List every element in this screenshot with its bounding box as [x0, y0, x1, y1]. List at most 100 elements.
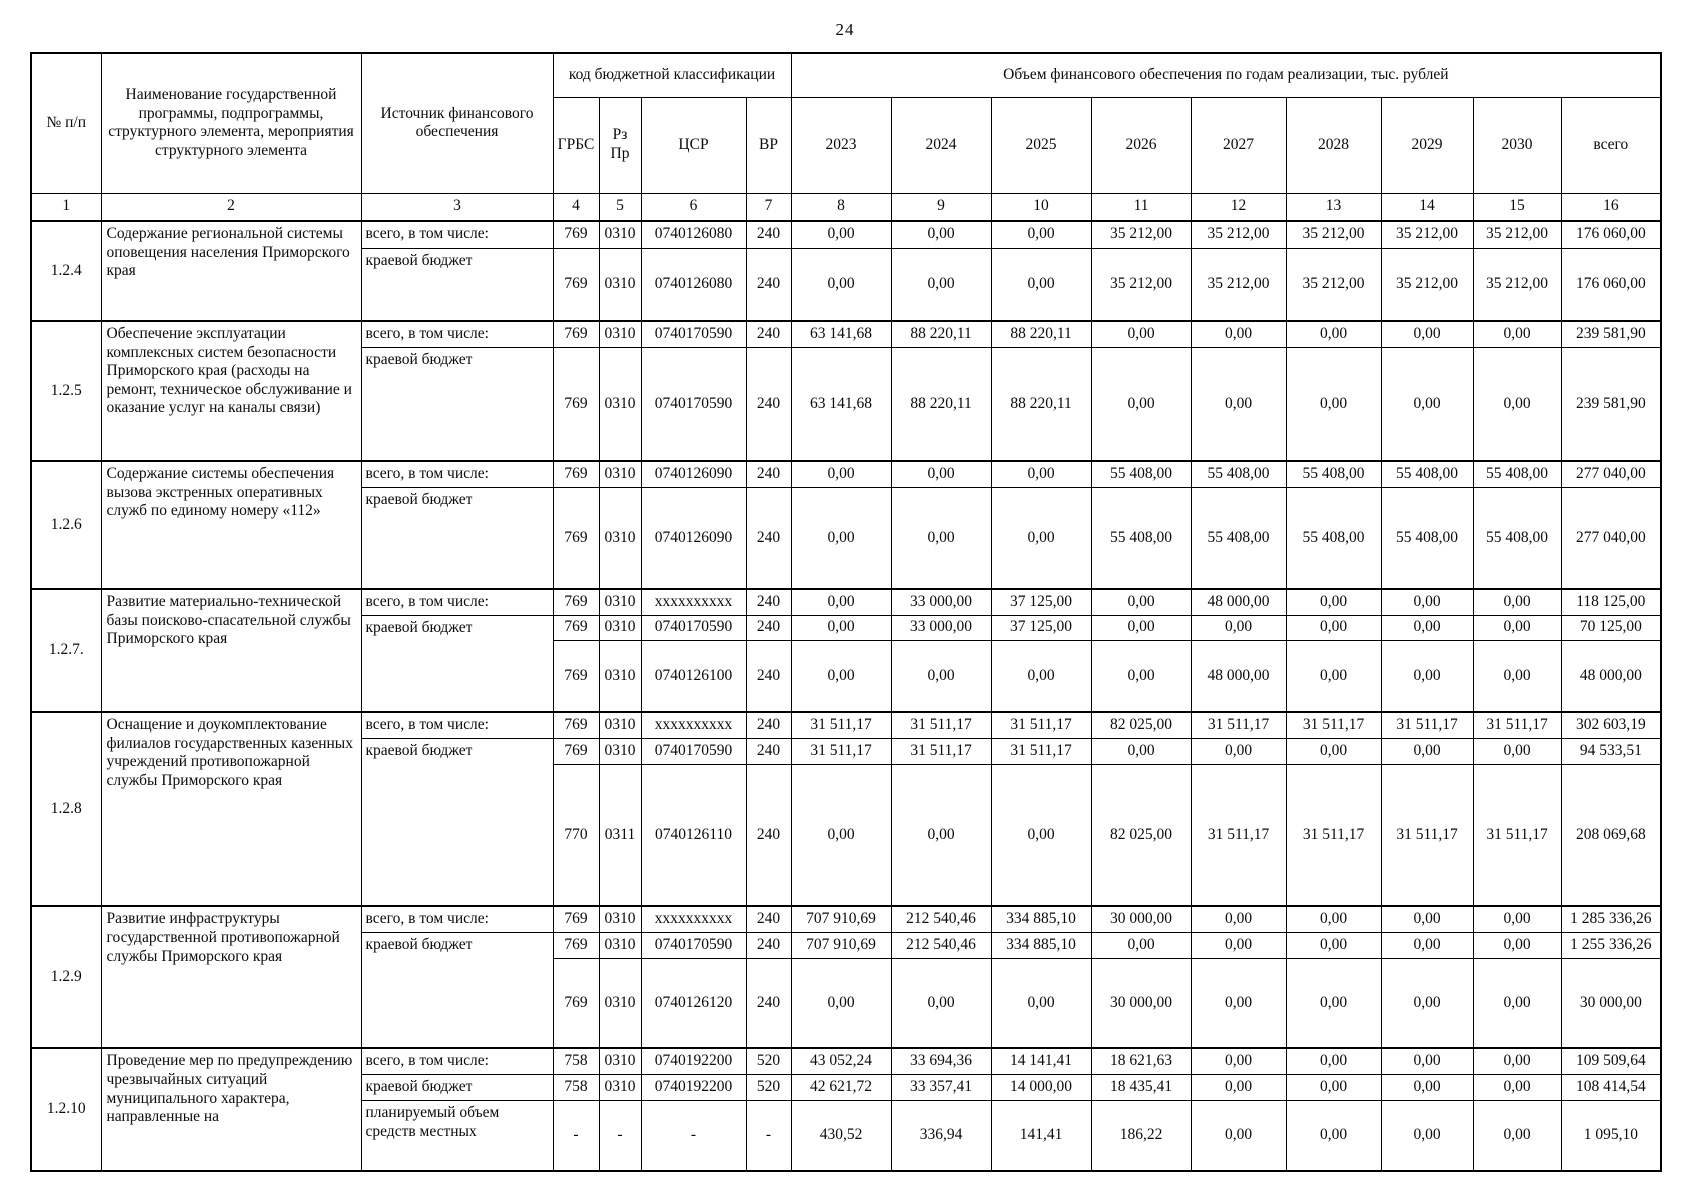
value-2026-cell: 186,22 [1090, 1100, 1192, 1172]
value-2027-cell: 48 000,00 [1190, 639, 1287, 713]
funding-source-cell: всего, в том числе: [360, 711, 554, 739]
grbs-cell: 770 [552, 763, 600, 907]
csr-cell: 0740126090 [640, 460, 747, 488]
value-2029-cell: 0,00 [1380, 905, 1474, 933]
rzpr-cell: 0310 [598, 639, 642, 713]
value-2026-cell: 18 621,63 [1090, 1047, 1192, 1076]
value-2028-cell: 0,00 [1285, 1047, 1382, 1076]
value-2025-cell: 37 125,00 [990, 614, 1092, 641]
header-row-number: № п/п [30, 52, 102, 194]
value-2024-cell: 88 220,11 [890, 346, 992, 462]
value-2028-cell: 0,00 [1285, 957, 1382, 1049]
value-2023-cell: 707 910,69 [790, 905, 892, 933]
value-2030-cell: 55 408,00 [1472, 460, 1562, 488]
value-2029-cell: 0,00 [1380, 639, 1474, 713]
value-2024-cell: 0,00 [890, 220, 992, 249]
value-2023-cell: 42 621,72 [790, 1074, 892, 1102]
value-2029-cell: 0,00 [1380, 1047, 1474, 1076]
column-index-cell: 10 [990, 192, 1092, 222]
table-row: краевой бюджет 769 0310 0740170590 240 63 141… [31, 346, 1662, 462]
value-2030-cell: 0,00 [1472, 346, 1562, 462]
header-year-2028: 2028 [1285, 96, 1382, 194]
header-vr: ВР [745, 96, 792, 194]
header-year-2030: 2030 [1472, 96, 1562, 194]
value-total-cell: 70 125,00 [1560, 614, 1662, 641]
table-row: 769 0310 0740126120 240 0,00 0,00 0,00 30 000,0… [31, 957, 1662, 1049]
value-2028-cell: 31 511,17 [1285, 711, 1382, 739]
value-2028-cell: 0,00 [1285, 346, 1382, 462]
row-number-cell: 1.2.9 [30, 905, 102, 1049]
value-2028-cell: 0,00 [1285, 931, 1382, 959]
header-grbs: ГРБС [552, 96, 600, 194]
csr-cell: 0740170590 [640, 931, 747, 959]
funding-source-cell: всего, в том числе: [360, 1047, 554, 1076]
table-row: краевой бюджет 769 0310 0740170590 240 31 511… [31, 737, 1662, 907]
value-2024-cell: 88 220,11 [890, 319, 992, 348]
value-2025-cell: 37 125,00 [990, 588, 1092, 616]
value-2030-cell: 0,00 [1472, 931, 1562, 959]
value-total-cell: 118 125,00 [1560, 588, 1662, 616]
grbs-cell: 769 [552, 588, 600, 616]
value-2030-cell: 0,00 [1472, 639, 1562, 713]
value-2026-cell: 0,00 [1090, 588, 1192, 616]
column-index-row: 1 2 3 4 5 6 7 8 9 10 11 12 13 14 15 16 [30, 192, 1662, 222]
grbs-cell: 758 [552, 1047, 600, 1076]
value-2027-cell: 0,00 [1190, 905, 1287, 933]
funding-source-cell: всего, в том числе: [360, 588, 554, 616]
funding-source-cell: краевой бюджет [360, 486, 554, 590]
value-2028-cell: 0,00 [1285, 319, 1382, 348]
value-2023-cell: 0,00 [790, 588, 892, 616]
value-2026-cell: 18 435,41 [1090, 1074, 1192, 1102]
header-year-2023: 2023 [790, 96, 892, 194]
header-volume: Объем финансового обеспечения по годам р… [790, 52, 1662, 98]
value-2025-cell: 0,00 [990, 639, 1092, 713]
value-2026-cell: 82 025,00 [1090, 711, 1192, 739]
value-2028-cell: 0,00 [1285, 588, 1382, 616]
csr-cell: xxxxxxxxxx [640, 588, 747, 616]
csr-cell: 0740192200 [640, 1074, 747, 1102]
value-2030-cell: 35 212,00 [1472, 247, 1562, 322]
value-2030-cell: 31 511,17 [1472, 763, 1562, 907]
column-index-cell: 11 [1090, 192, 1192, 222]
value-2028-cell: 0,00 [1285, 905, 1382, 933]
value-2023-cell: 707 910,69 [790, 931, 892, 959]
value-2023-cell: 0,00 [790, 486, 892, 590]
csr-cell: 0740170590 [640, 346, 747, 462]
vr-cell: 240 [745, 614, 792, 641]
vr-cell: 240 [745, 319, 792, 348]
table-row: 1.2.9 Развитие инфраструктуры государстве… [30, 905, 1662, 1049]
column-index-cell: 2 [100, 192, 362, 222]
column-index-cell: 3 [360, 192, 554, 222]
table-row: 1.2.5 Обеспечение эксплуатации комплексны… [30, 319, 1662, 462]
table-row: 770 0311 0740126110 240 0,00 0,00 0,00 82 025,0… [31, 763, 1662, 907]
value-2026-cell: 30 000,00 [1090, 905, 1192, 933]
value-2027-cell: 0,00 [1190, 931, 1287, 959]
value-2029-cell: 0,00 [1380, 931, 1474, 959]
csr-cell: 0740126080 [640, 220, 747, 249]
grbs-cell: 769 [552, 319, 600, 348]
value-total-cell: 239 581,90 [1560, 319, 1662, 348]
vr-cell: 240 [745, 711, 792, 739]
value-2025-cell: 88 220,11 [990, 346, 1092, 462]
program-name-cell: Оснащение и доукомплектование филиалов г… [100, 711, 362, 907]
value-2024-cell: 31 511,17 [890, 711, 992, 739]
grbs-cell: 769 [552, 247, 600, 322]
rzpr-cell: 0310 [598, 711, 642, 739]
funding-source-cell: краевой бюджет [360, 1074, 554, 1102]
vr-cell: 240 [745, 737, 792, 765]
rzpr-cell: 0310 [598, 220, 642, 249]
value-total-cell: 1 255 336,26 [1560, 931, 1662, 959]
value-2027-cell: 0,00 [1190, 1047, 1287, 1076]
value-2023-cell: 0,00 [790, 614, 892, 641]
page-number: 24 [835, 20, 855, 39]
value-2027-cell: 0,00 [1190, 319, 1287, 348]
csr-cell: 0740126110 [640, 763, 747, 907]
table-row: 1.2.10 Проведение мер по предупреждению ч… [30, 1047, 1662, 1172]
column-index-cell: 6 [640, 192, 747, 222]
value-2027-cell: 55 408,00 [1190, 460, 1287, 488]
funding-source-cell: краевой бюджет [360, 737, 554, 907]
csr-cell: 0740170590 [640, 614, 747, 641]
value-total-cell: 109 509,64 [1560, 1047, 1662, 1076]
value-2023-cell: 0,00 [790, 957, 892, 1049]
